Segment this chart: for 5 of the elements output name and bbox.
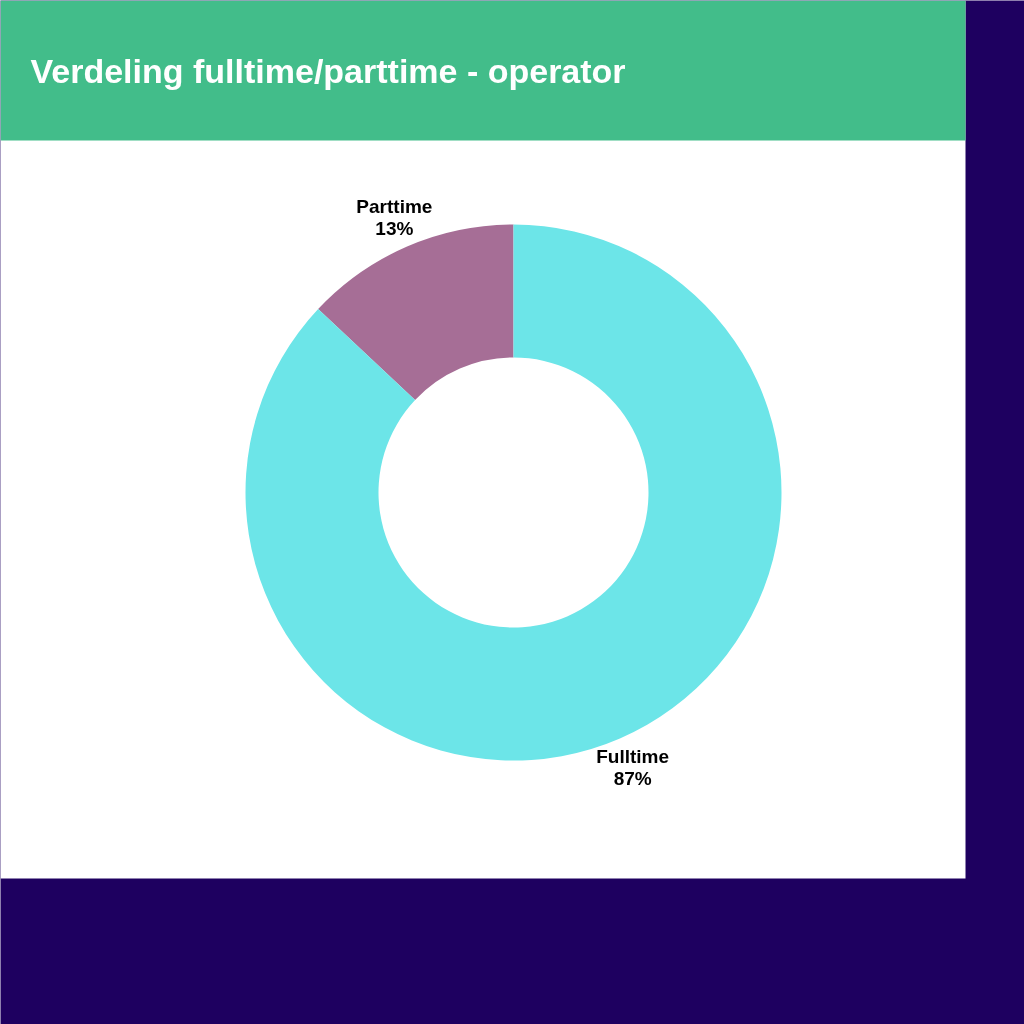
- slice-label: Fulltime: [596, 746, 670, 768]
- slice-label: Parttime: [356, 195, 433, 217]
- data-label: 87%: [613, 768, 652, 790]
- chart-title: Verdeling fulltime/parttime - operator: [30, 51, 626, 90]
- data-label: 13%: [375, 217, 414, 239]
